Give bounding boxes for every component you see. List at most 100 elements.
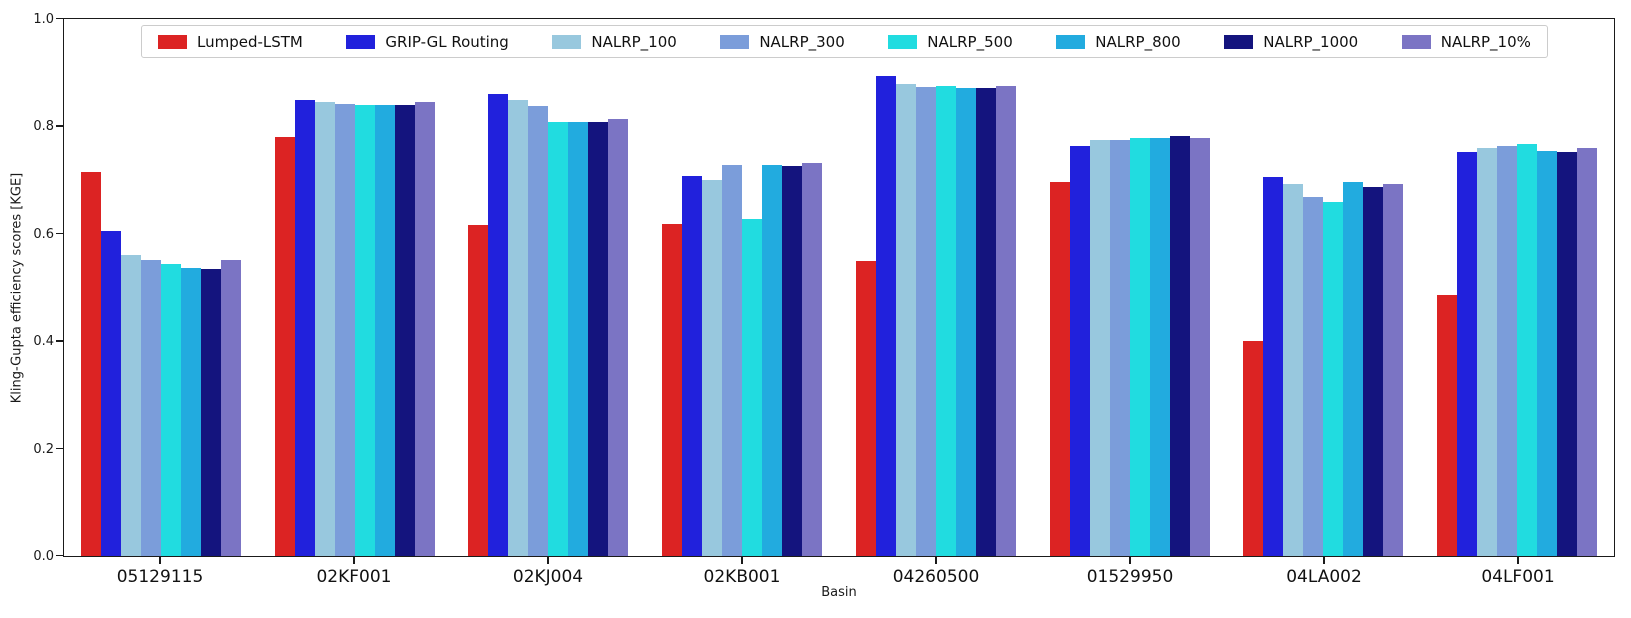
x-tick-mark	[353, 557, 355, 564]
legend-label: NALRP_800	[1095, 32, 1181, 51]
bar	[140, 259, 161, 556]
bar-group	[258, 19, 452, 556]
bar-group	[1033, 19, 1227, 556]
bar-group	[1227, 19, 1421, 556]
y-tick-mark	[56, 18, 63, 20]
x-tick-cell: 04260500	[839, 557, 1033, 587]
bar	[742, 219, 763, 556]
legend-item: NALRP_100	[552, 32, 677, 51]
bar	[1263, 177, 1284, 556]
y-tick-mark	[56, 555, 63, 557]
legend-item: NALRP_500	[888, 33, 1013, 51]
bar	[80, 171, 101, 556]
bar	[1577, 147, 1598, 556]
legend-label: NALRP_10%	[1440, 32, 1531, 51]
bar	[895, 83, 916, 556]
x-tick-label: 02KB001	[703, 567, 781, 587]
x-tick-mark	[159, 557, 161, 564]
legend-item: GRIP-GL Routing	[346, 32, 509, 51]
x-tick-cell: 02KF001	[257, 557, 451, 587]
bar	[354, 105, 375, 556]
bar	[414, 102, 435, 556]
bar	[1437, 295, 1458, 556]
legend-label: NALRP_1000	[1263, 32, 1359, 51]
legend-swatch-icon	[346, 34, 376, 49]
legend-label: GRIP-GL Routing	[385, 32, 509, 51]
bar	[1497, 146, 1518, 556]
bar	[488, 93, 509, 556]
bar	[100, 231, 121, 556]
bar	[1149, 138, 1170, 556]
bar	[1517, 144, 1538, 556]
legend-label: NALRP_100	[591, 32, 677, 51]
bar	[1383, 183, 1404, 556]
bar	[394, 105, 415, 556]
bar	[160, 264, 181, 556]
x-tick-cell: 04LA002	[1227, 557, 1421, 587]
bar	[1129, 138, 1150, 556]
bar	[1283, 184, 1304, 556]
x-tick-cell: 04LF001	[1421, 557, 1615, 587]
bar	[1477, 148, 1498, 556]
y-tick-label: 0.4	[33, 334, 54, 350]
x-tick-cell: 02KB001	[645, 557, 839, 587]
x-tick-label: 02KF001	[316, 567, 392, 587]
y-tick-label: 0.2	[33, 441, 54, 457]
bar	[1343, 182, 1364, 556]
bar	[314, 102, 335, 556]
bar	[508, 99, 529, 556]
y-axis-title: Kling-Gupta efficiency scores [KGE]	[9, 172, 25, 404]
x-tick-mark	[935, 557, 937, 564]
y-tick-label: 0.6	[33, 226, 54, 242]
legend-swatch-icon	[1056, 34, 1086, 49]
bar	[1169, 136, 1190, 556]
bar	[1069, 145, 1090, 556]
x-tick-mark	[1129, 557, 1131, 564]
bar	[548, 121, 569, 556]
legend-item: NALRP_800	[1056, 32, 1181, 51]
bar	[1457, 152, 1478, 556]
x-tick-mark	[741, 557, 743, 564]
bar	[1109, 140, 1130, 556]
bar	[1243, 341, 1264, 556]
legend-item: NALRP_10%	[1401, 32, 1531, 51]
legend-swatch-icon	[720, 34, 750, 49]
bar-group	[839, 19, 1033, 556]
bar	[374, 105, 395, 556]
legend-label: Lumped-LSTM	[197, 32, 303, 51]
x-tick-mark	[547, 557, 549, 564]
bar	[608, 119, 629, 556]
y-tick-mark	[56, 340, 63, 342]
bar	[180, 268, 201, 556]
plot-area: Lumped-LSTM GRIP-GL Routing NALRP_100 NALRP…	[33, 13, 1615, 563]
bar	[702, 180, 723, 556]
bar	[334, 104, 355, 556]
bar	[875, 75, 896, 556]
bar	[802, 163, 823, 556]
bar	[274, 137, 295, 556]
y-tick-label: 0.0	[33, 549, 54, 564]
legend-item: Lumped-LSTM	[158, 33, 303, 51]
bar-groups	[64, 19, 1614, 556]
bar	[855, 260, 876, 556]
bar	[200, 268, 221, 556]
bar	[588, 122, 609, 556]
bar	[722, 165, 743, 556]
legend-swatch-icon	[552, 34, 582, 49]
bar	[1089, 140, 1110, 556]
bar	[782, 165, 803, 556]
bar-group	[452, 19, 646, 556]
bar	[975, 87, 996, 556]
bar	[1363, 187, 1384, 556]
x-tick-label: 04LA002	[1286, 567, 1362, 587]
legend-item: NALRP_300	[720, 33, 845, 51]
bar	[1189, 137, 1210, 556]
bar	[568, 121, 589, 556]
bar	[915, 86, 936, 556]
bar	[1537, 151, 1558, 556]
y-tick-mark	[56, 447, 63, 449]
bar	[995, 86, 1016, 556]
y-tick-label: 0.8	[33, 119, 54, 135]
y-tick-mark	[56, 125, 63, 127]
